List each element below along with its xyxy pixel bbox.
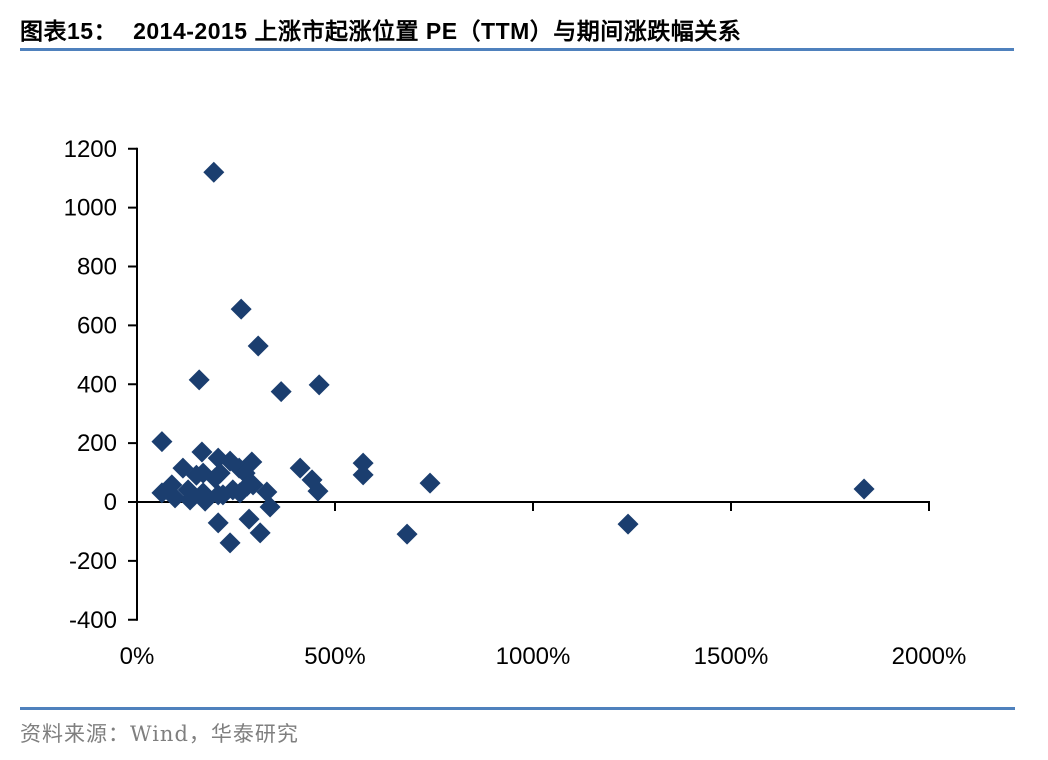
data-point-diamond: [219, 532, 241, 554]
data-point-diamond: [308, 374, 330, 396]
x-tick-label: 0%: [120, 643, 155, 670]
footer-divider: [20, 707, 1015, 710]
data-point-diamond: [247, 335, 269, 357]
data-point-diamond: [249, 522, 271, 544]
y-tick-label: 1000: [64, 195, 117, 222]
data-point-diamond: [352, 452, 374, 474]
y-tick-label: 800: [77, 254, 117, 281]
x-tick-label: 1000%: [496, 643, 571, 670]
data-point-diamond: [191, 441, 213, 463]
y-tick-label: 400: [77, 371, 117, 398]
data-point-diamond: [151, 431, 173, 453]
source-text: 资料来源：Wind，华泰研究: [20, 722, 299, 746]
data-point-diamond: [419, 472, 441, 494]
data-point-diamond: [203, 161, 225, 183]
chart-title-text: 2014-2015 上涨市起涨位置 PE（TTM）与期间涨跌幅关系: [133, 18, 742, 44]
x-tick-label: 500%: [304, 643, 365, 670]
data-point-diamond: [289, 457, 311, 479]
y-tick-label: -200: [69, 548, 117, 575]
y-tick-label: 200: [77, 430, 117, 457]
data-point-diamond: [207, 512, 229, 534]
chart-title: 图表15： 2014-2015 上涨市起涨位置 PE（TTM）与期间涨跌幅关系: [20, 12, 1020, 46]
data-point-diamond: [230, 298, 252, 320]
y-tick-label: 600: [77, 312, 117, 339]
y-tick-label: -400: [69, 607, 117, 634]
data-point-diamond: [256, 481, 278, 503]
data-point-diamond: [307, 480, 329, 502]
y-tick-label: 0: [104, 489, 117, 516]
data-point-diamond: [194, 490, 216, 512]
x-tick-label: 1500%: [694, 643, 769, 670]
data-point-diamond: [212, 484, 234, 506]
data-point-diamond: [238, 508, 260, 530]
data-point-diamond: [352, 464, 374, 486]
figure-number-label: 图表15：: [20, 18, 118, 44]
x-tick-label: 2000%: [892, 643, 967, 670]
y-tick-label: 1200: [64, 136, 117, 163]
data-point-diamond: [617, 513, 639, 535]
data-point-diamond: [270, 381, 292, 403]
data-point-diamond: [179, 489, 201, 511]
data-point-diamond: [259, 496, 281, 518]
data-point-diamond: [188, 369, 210, 391]
title-underline: [20, 48, 1014, 51]
data-point-diamond: [853, 478, 875, 500]
data-point-diamond: [164, 487, 186, 509]
scatter-chart: -400 -200 0 200 400 600 800 1000 1200 0% 500% 1000%…: [64, 136, 967, 670]
data-point-diamond: [229, 482, 251, 504]
data-point-diamond: [204, 467, 226, 489]
data-point-diamond: [185, 464, 207, 486]
data-point-diamond: [396, 523, 418, 545]
